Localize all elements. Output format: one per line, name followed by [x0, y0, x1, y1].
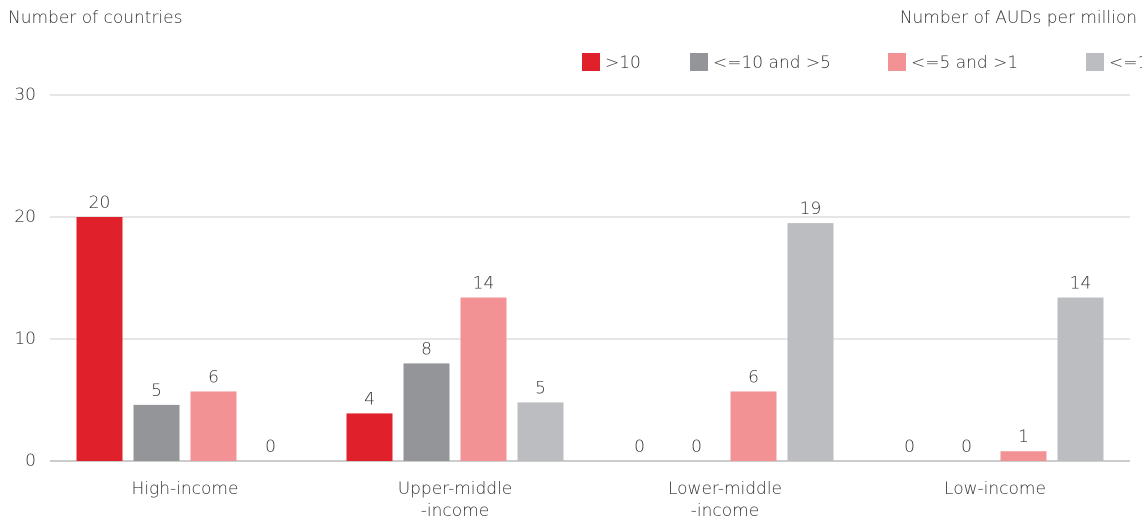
- x-tick-label: High-income: [131, 479, 239, 499]
- bar: [76, 217, 123, 461]
- data-label: 5: [151, 381, 162, 401]
- x-tick-label: Low-income: [944, 479, 1046, 499]
- legend-label: <=10 and >5: [713, 53, 831, 73]
- data-label: 8: [421, 339, 432, 359]
- data-label: 0: [634, 437, 645, 457]
- data-label: 0: [961, 437, 972, 457]
- data-label: 6: [208, 367, 219, 387]
- data-label: 4: [364, 389, 375, 409]
- legend-label: <=1: [1109, 53, 1142, 73]
- data-label: 19: [800, 199, 822, 219]
- bar: [517, 402, 564, 461]
- x-tick-label: Upper-middle -income: [397, 479, 513, 521]
- y-tick-label: 0: [25, 451, 36, 471]
- bar: [730, 391, 777, 461]
- data-label: 0: [691, 437, 702, 457]
- legend-swatch: [582, 53, 600, 71]
- bar: [787, 223, 834, 461]
- bar: [1000, 451, 1047, 461]
- bar: [190, 391, 237, 461]
- x-tick-label: Lower-middle -income: [667, 479, 783, 521]
- legend-label: <=5 and >1: [911, 53, 1018, 73]
- legend-label: >10: [605, 53, 641, 73]
- legend-title: Number of AUDs per million: [900, 8, 1137, 28]
- bar: [346, 413, 393, 461]
- bar: [403, 363, 450, 461]
- data-label: 0: [265, 437, 276, 457]
- y-tick-label: 10: [14, 329, 36, 349]
- legend-swatch: [690, 53, 708, 71]
- data-label: 6: [748, 367, 759, 387]
- data-label: 5: [535, 378, 546, 398]
- bar: [460, 297, 507, 461]
- y-tick-label: 20: [14, 207, 36, 227]
- data-label: 14: [1070, 274, 1092, 294]
- y-axis-title: Number of countries: [8, 8, 182, 28]
- legend-swatch: [888, 53, 906, 71]
- y-tick-label: 30: [14, 85, 36, 105]
- legend-swatch: [1086, 53, 1104, 71]
- data-label: 20: [89, 193, 111, 213]
- data-label: 1: [1018, 427, 1029, 447]
- bar: [1057, 297, 1104, 461]
- data-label: 14: [473, 274, 495, 294]
- data-label: 0: [904, 437, 915, 457]
- bar: [133, 404, 180, 461]
